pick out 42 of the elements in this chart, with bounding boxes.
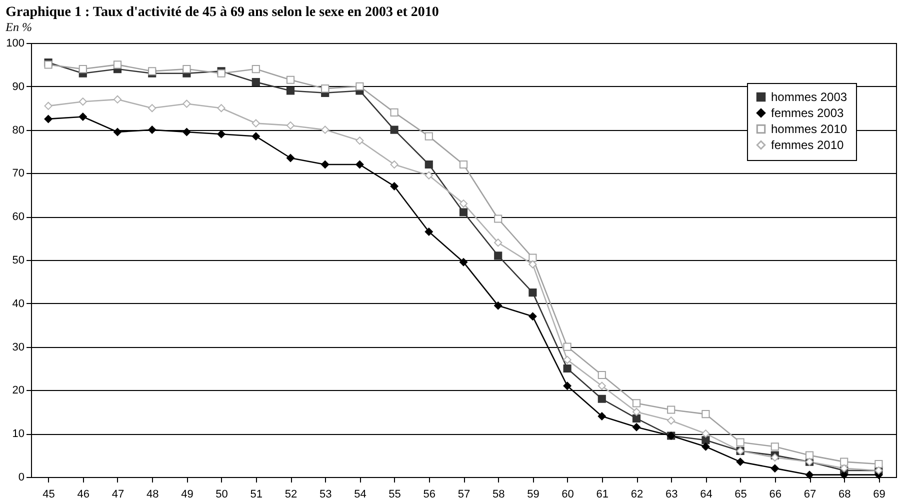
x-tick-label: 49	[181, 488, 194, 500]
y-tick-label: 10	[12, 428, 24, 440]
x-tick-label: 46	[77, 488, 90, 500]
x-tick-label: 66	[769, 488, 782, 500]
legend-label: femmes 2003	[771, 106, 844, 120]
x-tick-label: 51	[250, 488, 263, 500]
x-tick-label: 47	[112, 488, 124, 500]
x-tick-label: 68	[838, 488, 851, 500]
legend-label: hommes 2003	[771, 90, 848, 104]
y-tick-label: 30	[12, 341, 24, 354]
y-tick-label: 100	[6, 38, 24, 50]
x-tick-label: 69	[873, 488, 886, 500]
x-tick-label: 60	[562, 488, 574, 500]
x-tick-label: 57	[458, 488, 470, 500]
x-tick-label: 59	[527, 488, 540, 500]
x-tick-label: 56	[423, 488, 436, 500]
legend-label: femmes 2010	[771, 138, 844, 152]
x-tick-label: 64	[700, 488, 712, 500]
x-tick-label: 65	[734, 488, 747, 500]
x-tick-label: 63	[665, 488, 678, 500]
y-tick-label: 90	[12, 80, 24, 93]
x-tick-label: 58	[492, 488, 505, 500]
x-tick-label: 52	[284, 488, 298, 500]
x-tick-label: 62	[630, 488, 644, 500]
x-tick-label: 50	[216, 488, 228, 500]
y-tick-label: 40	[12, 298, 24, 310]
y-tick-label: 80	[12, 124, 24, 136]
x-tick-label: 45	[42, 488, 55, 500]
chart-subtitle: En %	[4, 20, 32, 34]
x-tick-label: 48	[146, 488, 159, 500]
y-tick-label: 70	[12, 168, 24, 180]
y-tick-label: 0	[18, 472, 24, 484]
x-tick-label: 61	[596, 488, 609, 500]
y-tick-label: 50	[12, 254, 24, 266]
x-tick-label: 55	[388, 488, 401, 500]
chart-title: Graphique 1 : Taux d'activité de 45 à 69 ans selon le sexe en 2003 et 2010	[6, 5, 439, 20]
legend-label: hommes 2010	[771, 122, 848, 136]
x-tick-label: 54	[354, 488, 366, 500]
x-tick-label: 53	[319, 488, 332, 500]
y-tick-label: 20	[12, 384, 24, 397]
y-tick-label: 60	[12, 211, 24, 224]
x-tick-label: 67	[804, 488, 816, 500]
